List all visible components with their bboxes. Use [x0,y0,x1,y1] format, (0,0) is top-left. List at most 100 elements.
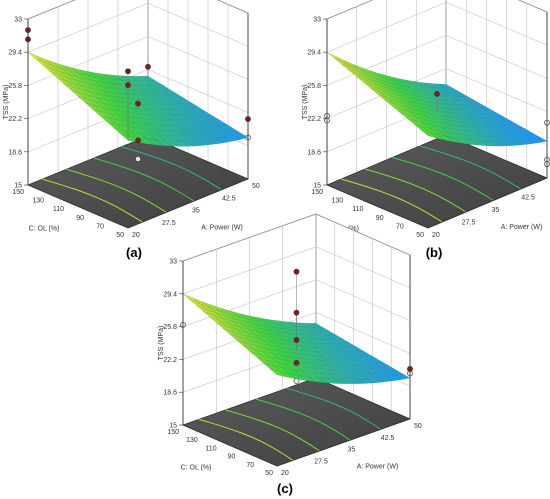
design-point [135,156,141,162]
panel-label-c: (c) [277,481,293,496]
y-tick-label: 110 [352,206,363,213]
contour-line [286,387,381,430]
surface-patch [420,129,437,139]
axis-frame [182,255,411,467]
x-tick-label: 50 [414,423,422,430]
x-axis-title: A: Power (W) [201,225,243,232]
contour-line [42,178,143,223]
contour-line [121,146,222,191]
y-tick-label: 110 [53,206,64,213]
z-tick-label: 18.6 [8,149,22,156]
x-axis-title: A: Power (W) [501,224,543,231]
z-tick-label: 25.8 [307,83,321,90]
y-tick-label: 70 [246,462,254,469]
y-tick-label: 110 [205,445,216,452]
contour-line [364,168,467,213]
z-tick-label: 15 [14,183,22,190]
y-tick-label: 70 [96,223,104,230]
y-tick-label: 70 [396,223,404,230]
y-tick-label: 90 [228,454,236,461]
x-tick-label: 42.5 [521,195,535,202]
y-tick-label: 130 [186,437,198,444]
z-tick-label: 15 [169,423,177,430]
z-tick-label: 33 [169,259,177,266]
x-axis-title: A: Power (W) [357,464,399,471]
contour-line [392,157,494,201]
chart-panel-a: 15 18.6 22.2 25.8 29.4 33 20 27.5 35 42.5 50 50 70 90… [3,0,260,239]
points-above-surface [434,90,440,111]
x-tick-label: 35 [348,447,356,454]
tick-labels: 15 18.6 22.2 25.8 29.4 33 20 27.5 35 42.5 50 50 70 90… [163,259,422,478]
design-point [125,68,131,75]
panel-label-a: (a) [126,245,142,260]
y-tick-label: 50 [116,232,124,239]
axis-frame [326,12,548,229]
z-tick-label: 15 [313,183,321,190]
x-tick-label: 20 [132,232,140,239]
z-tick-label: 29.4 [163,291,177,298]
y-axis-title: C: OL (%) [181,465,212,472]
y-tick-label: 90 [376,215,384,222]
y-tick-label: 50 [416,232,424,239]
y-tick-label: 150 [167,429,179,436]
z-gridline [27,0,249,20]
y-tick-label: 90 [76,215,84,222]
z-tick-label: 22.2 [307,116,321,123]
y-tick-label: 130 [332,198,344,205]
contour-line [66,168,167,213]
z-tick-label: 29.4 [8,50,22,57]
x-tick-label: 42.5 [381,435,395,442]
z-tick-label: 18.6 [163,390,177,397]
axis-frame [27,13,249,229]
x-tick-label: 35 [492,207,500,214]
contour-line [419,145,522,190]
surface-patch [270,368,287,378]
y-axis-title: C: OL (%) [29,226,60,233]
x-tick-label: 27.5 [162,220,176,227]
z-tick-label: 29.4 [307,50,321,57]
z-axis-title: TSS (MPa) [3,85,10,120]
z-tick-label: 33 [14,17,22,24]
z-axis-title: TSS (MPa) [302,85,309,120]
chart-panel-b: 1518.622.225.829.4332027.53542.550507090… [302,0,550,239]
y-tick-label: 130 [32,198,44,205]
z-axis-title: TSS (MPa) [158,326,165,361]
contour-line [93,157,195,202]
tick-labels: 1518.622.225.829.4332027.53542.550507090… [307,17,535,240]
response-surface [326,52,548,147]
z-tick-label: 22.2 [163,357,177,364]
response-surface [182,293,411,384]
design-point [293,309,300,316]
design-point [293,268,300,275]
x-tick-label: 20 [432,232,440,239]
x-tick-label: 35 [192,208,200,215]
surface-patch [120,133,138,143]
design-point [125,82,131,88]
x-tick-label: 42.5 [222,195,236,202]
contour-line [341,178,443,223]
contour-line [225,409,320,452]
x-tick-label: 27.5 [462,220,476,227]
z-tick-label: 33 [313,17,321,24]
y-tick-label: 150 [311,189,323,196]
design-point [145,63,151,70]
design-point [293,359,300,366]
design-point [434,90,440,97]
design-point [293,337,300,343]
x-tick-label: 27.5 [314,458,328,465]
y-tick-label: 150 [12,189,24,196]
z-tick-label: 25.8 [8,83,22,90]
y-tick-label: 50 [265,470,273,477]
z-gridline [326,0,548,20]
contour-line [198,418,294,461]
z-tick-label: 22.2 [8,116,22,123]
x-tick-label: 20 [281,470,289,477]
response-surface [27,52,249,147]
design-point [135,100,141,107]
z-tick-label: 18.6 [307,149,321,156]
x-tick-label: 50 [252,183,260,190]
z-tick-label: 25.8 [163,324,177,331]
design-point [135,137,141,144]
tick-labels: 15 18.6 22.2 25.8 29.4 33 20 27.5 35 42.5 50 50 70 90… [8,17,260,240]
